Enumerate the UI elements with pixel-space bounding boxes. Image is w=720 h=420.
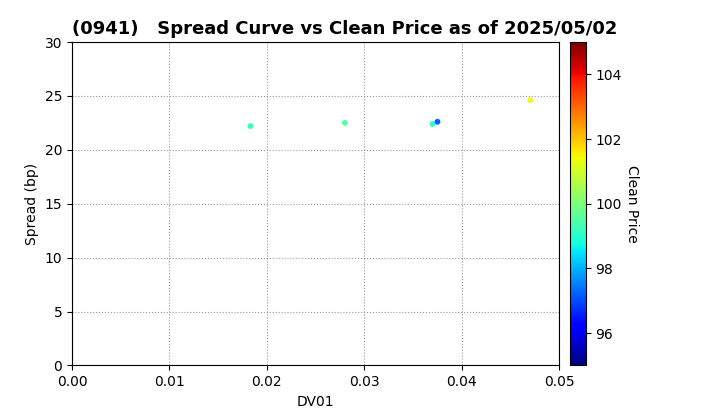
Point (524, 97, 536, 104)
Point (427, 121, 438, 127)
Y-axis label: Clean Price: Clean Price (624, 165, 639, 243)
Point (245, 123, 256, 129)
Point (432, 118, 444, 125)
X-axis label: DV01: DV01 (297, 395, 335, 409)
Text: (0941)   Spread Curve vs Clean Price as of 2025/05/02: (0941) Spread Curve vs Clean Price as of… (72, 20, 617, 38)
Point (339, 119, 351, 126)
Y-axis label: Spread (bp): Spread (bp) (25, 163, 39, 245)
